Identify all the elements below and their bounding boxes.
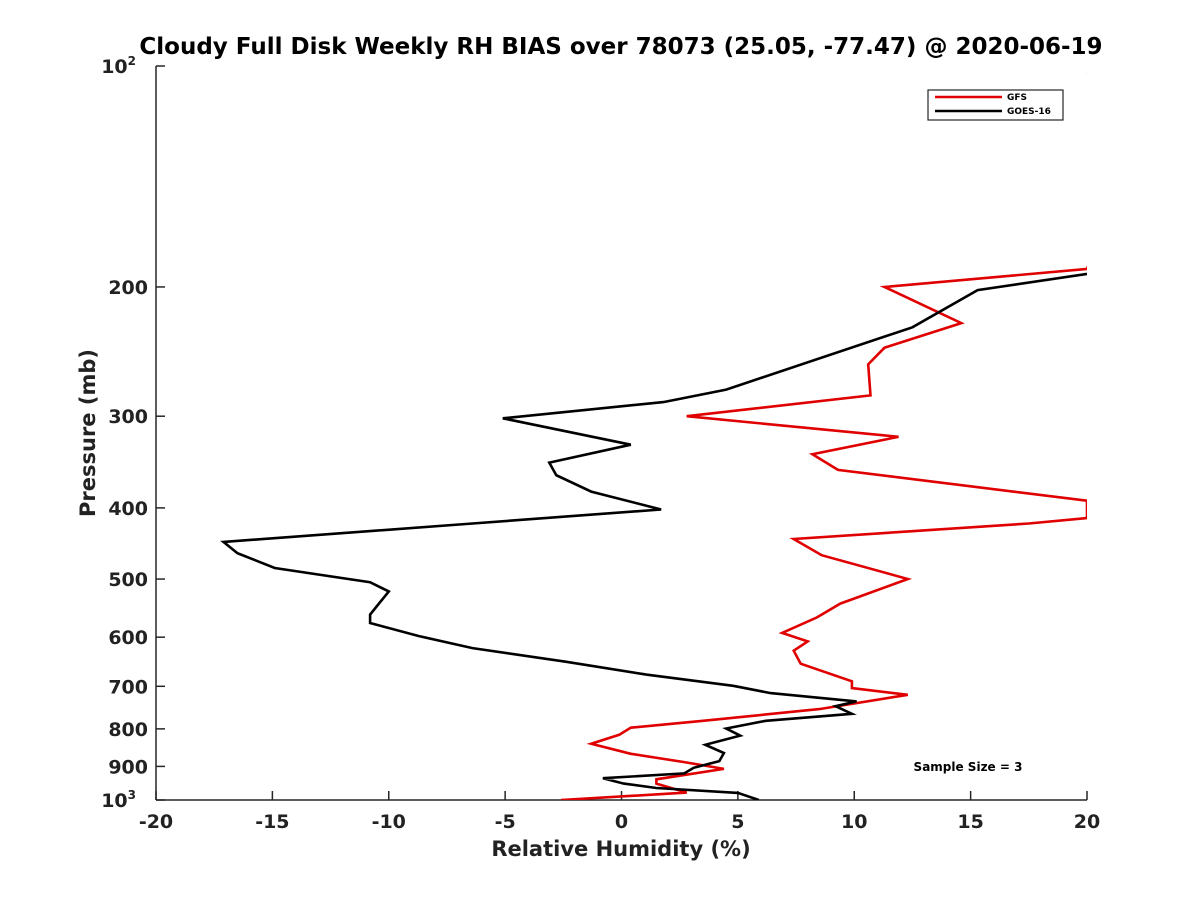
x-tick-label: 0	[615, 811, 628, 833]
chart-title: Cloudy Full Disk Weekly RH BIAS over 780…	[139, 34, 1102, 60]
y-axis-label: Pressure (mb)	[76, 349, 100, 517]
y-tick-label: 900	[108, 756, 148, 778]
x-tick-label: -5	[495, 811, 516, 833]
y-tick-label: 200	[108, 277, 148, 299]
x-ticks: -20 -15 -10 -5 0 5 10 15 20	[139, 791, 1100, 833]
legend-box	[927, 89, 1064, 121]
x-tick-label: -20	[139, 811, 173, 833]
sample-size-annotation: Sample Size = 3	[914, 760, 1023, 774]
x-tick-label: 10	[841, 811, 867, 833]
y-tick-label: 102	[101, 54, 136, 78]
x-axis-label: Relative Humidity (%)	[491, 837, 750, 861]
legend: GFS GOES-16	[927, 89, 1064, 121]
x-tick-label: -15	[255, 811, 289, 833]
legend-label-goes16: GOES-16	[1007, 107, 1051, 117]
y-tick-label: 500	[108, 569, 148, 591]
x-tick-label: 15	[957, 811, 983, 833]
x-tick-label: -10	[372, 811, 406, 833]
plot-area: -20 -15 -10 -5 0 5 10 15 20 102 200 300 400 500 600 70…	[101, 54, 1100, 833]
series-line-gfs	[560, 72, 1087, 800]
y-ticks: 102 200 300 400 500 600 700 800 900 103	[101, 54, 165, 812]
legend-label-gfs: GFS	[1007, 93, 1027, 103]
x-tick-label: 5	[731, 811, 744, 833]
series-line-goes16	[220, 272, 1087, 800]
y-tick-label: 600	[108, 627, 148, 649]
y-tick-label: 103	[101, 788, 136, 812]
series-lines	[220, 72, 1087, 800]
y-tick-label: 800	[108, 719, 148, 741]
y-tick-label: 300	[108, 406, 148, 428]
y-tick-label: 400	[108, 498, 148, 520]
x-tick-label: 20	[1074, 811, 1100, 833]
y-tick-label: 700	[108, 676, 148, 698]
